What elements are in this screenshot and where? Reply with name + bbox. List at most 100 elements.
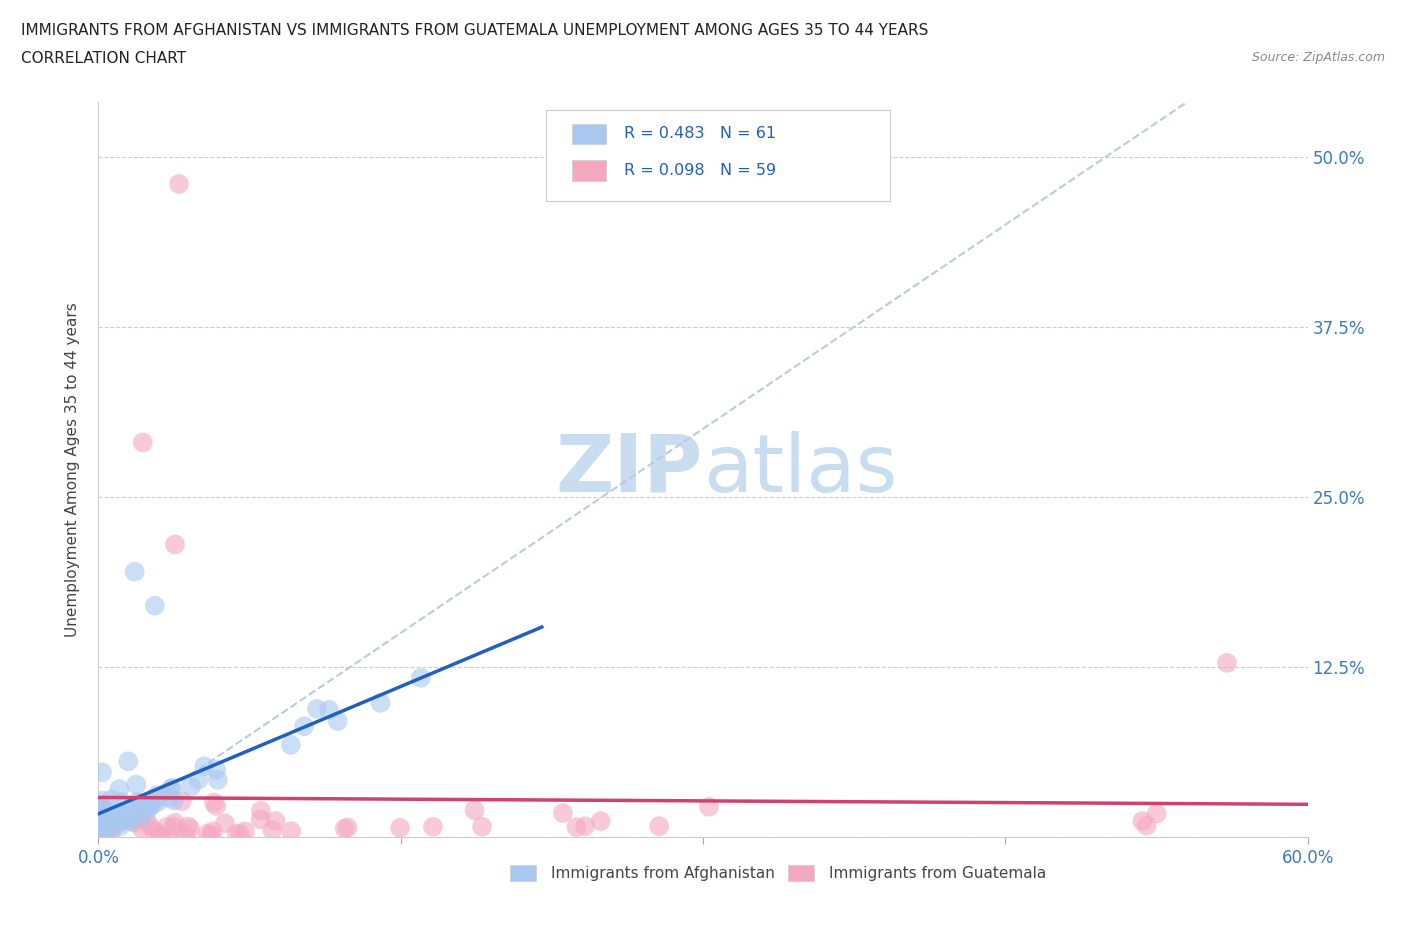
Point bbox=[96, 823, 118, 838]
Point bbox=[127, 795, 149, 810]
Text: Source: ZipAtlas.com: Source: ZipAtlas.com bbox=[1251, 51, 1385, 64]
Point bbox=[177, 819, 200, 834]
Point bbox=[180, 779, 202, 794]
Text: atlas: atlas bbox=[703, 431, 897, 509]
Point bbox=[131, 808, 153, 823]
Point bbox=[167, 177, 190, 192]
Point bbox=[233, 824, 256, 839]
Point bbox=[90, 822, 112, 837]
Text: CORRELATION CHART: CORRELATION CHART bbox=[21, 51, 186, 66]
Point bbox=[292, 719, 315, 734]
Point bbox=[90, 827, 112, 842]
Point bbox=[149, 828, 172, 843]
Point bbox=[205, 763, 228, 777]
Point bbox=[200, 828, 222, 843]
FancyBboxPatch shape bbox=[509, 865, 536, 881]
Point bbox=[122, 815, 145, 830]
Point bbox=[117, 754, 139, 769]
Text: ZIP: ZIP bbox=[555, 431, 703, 509]
Point bbox=[94, 812, 117, 827]
Point bbox=[111, 809, 134, 824]
Point bbox=[93, 801, 115, 816]
Point bbox=[202, 795, 225, 810]
Point bbox=[89, 800, 111, 815]
Point bbox=[129, 795, 152, 810]
Text: IMMIGRANTS FROM AFGHANISTAN VS IMMIGRANTS FROM GUATEMALA UNEMPLOYMENT AMONG AGES: IMMIGRANTS FROM AFGHANISTAN VS IMMIGRANT… bbox=[21, 23, 928, 38]
Point bbox=[179, 821, 201, 836]
Point bbox=[131, 821, 153, 836]
Point bbox=[1135, 818, 1157, 833]
Point bbox=[409, 671, 432, 685]
Point bbox=[110, 805, 132, 820]
Point bbox=[136, 802, 159, 817]
Y-axis label: Unemployment Among Ages 35 to 44 years: Unemployment Among Ages 35 to 44 years bbox=[65, 302, 80, 637]
Point bbox=[94, 815, 117, 830]
Point bbox=[197, 826, 219, 841]
Point bbox=[135, 813, 157, 828]
Point bbox=[100, 825, 122, 840]
Point bbox=[1146, 806, 1168, 821]
Point bbox=[101, 814, 124, 829]
Point bbox=[105, 809, 128, 824]
Point bbox=[121, 798, 143, 813]
Point bbox=[160, 780, 183, 795]
Point bbox=[551, 805, 574, 820]
Point bbox=[249, 812, 271, 827]
Point bbox=[118, 810, 141, 825]
Point bbox=[125, 777, 148, 792]
Point bbox=[163, 537, 186, 551]
Point bbox=[146, 788, 169, 803]
Point bbox=[93, 819, 115, 834]
Point bbox=[249, 804, 271, 818]
Point bbox=[207, 773, 229, 788]
Text: Immigrants from Afghanistan: Immigrants from Afghanistan bbox=[551, 866, 775, 881]
Point bbox=[163, 819, 186, 834]
Point bbox=[138, 818, 160, 833]
Point bbox=[163, 828, 186, 843]
Point bbox=[111, 795, 134, 810]
Point bbox=[280, 737, 302, 752]
FancyBboxPatch shape bbox=[572, 160, 606, 181]
Point bbox=[148, 829, 170, 844]
Point bbox=[91, 793, 114, 808]
Point bbox=[1132, 814, 1154, 829]
Point bbox=[97, 817, 120, 832]
Point bbox=[143, 598, 166, 613]
Point bbox=[471, 819, 494, 834]
Point bbox=[648, 818, 671, 833]
FancyBboxPatch shape bbox=[572, 124, 606, 144]
Point bbox=[120, 814, 142, 829]
Text: R = 0.098   N = 59: R = 0.098 N = 59 bbox=[624, 163, 776, 179]
Point bbox=[589, 814, 612, 829]
Point bbox=[100, 792, 122, 807]
Point bbox=[565, 819, 588, 834]
Point bbox=[108, 781, 131, 796]
Point bbox=[156, 819, 179, 834]
Point bbox=[104, 806, 127, 821]
Text: Immigrants from Guatemala: Immigrants from Guatemala bbox=[828, 866, 1046, 881]
Point bbox=[264, 814, 287, 829]
Point bbox=[305, 701, 328, 716]
Point bbox=[389, 820, 412, 835]
Point bbox=[280, 824, 302, 839]
Point bbox=[163, 793, 186, 808]
Text: R = 0.483   N = 61: R = 0.483 N = 61 bbox=[624, 126, 776, 141]
Point bbox=[336, 820, 359, 835]
Point bbox=[187, 772, 209, 787]
Point bbox=[141, 798, 163, 813]
Point bbox=[422, 819, 444, 834]
Point bbox=[89, 800, 111, 815]
Point bbox=[1216, 656, 1239, 671]
FancyBboxPatch shape bbox=[787, 865, 814, 881]
Point bbox=[146, 794, 169, 809]
Point bbox=[262, 823, 284, 838]
Point bbox=[98, 819, 121, 834]
Point bbox=[170, 793, 193, 808]
Point bbox=[98, 823, 121, 838]
Point bbox=[159, 782, 181, 797]
Point bbox=[124, 565, 146, 579]
Point bbox=[318, 702, 340, 717]
Point bbox=[98, 813, 121, 828]
Point bbox=[132, 435, 155, 450]
Point bbox=[98, 814, 121, 829]
